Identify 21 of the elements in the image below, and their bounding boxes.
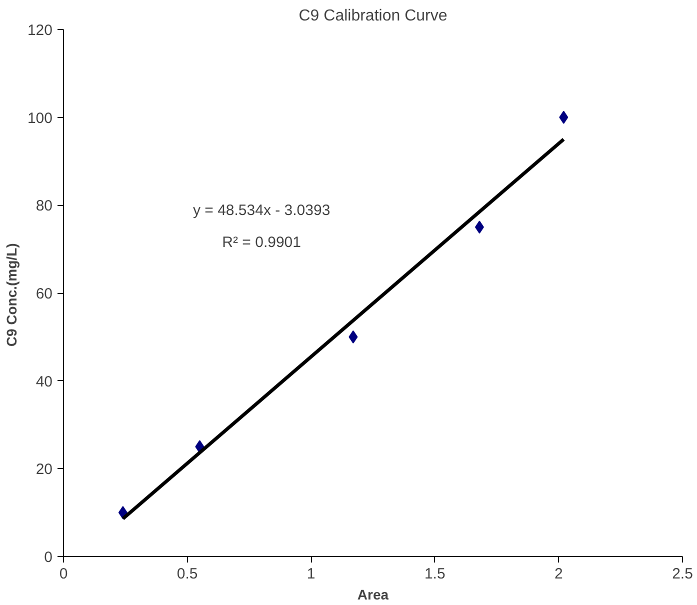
point: [559, 110, 568, 124]
x-tick-label: 0: [59, 566, 68, 582]
x-tick-label: 1: [306, 566, 316, 582]
chart-title: C9 Calibration Curve: [298, 8, 448, 24]
y-tick-label: 20: [36, 461, 53, 478]
point: [474, 220, 484, 234]
y-tick-label: 0: [44, 549, 52, 566]
point: [348, 330, 358, 344]
x-tick-label: 0.5: [176, 566, 198, 582]
y-tick-label: 120: [27, 22, 53, 39]
y-tick-label: 40: [36, 373, 53, 390]
annotation: R² = 0.9901: [222, 234, 301, 251]
y-tick-label: 60: [36, 286, 53, 302]
x-axis-title: Area: [357, 586, 389, 602]
annotation: y = 48.534x - 3.0393: [192, 202, 330, 220]
y-axis-title: C9 Conc.(mg/L): [3, 243, 20, 347]
y-tick-label: 100: [27, 110, 53, 127]
x-tick-label: 2: [554, 566, 563, 582]
x-tick-label: 1.5: [424, 566, 446, 582]
y-tick-label: 80: [36, 198, 53, 215]
x-tick-label: 2.5: [672, 566, 693, 582]
